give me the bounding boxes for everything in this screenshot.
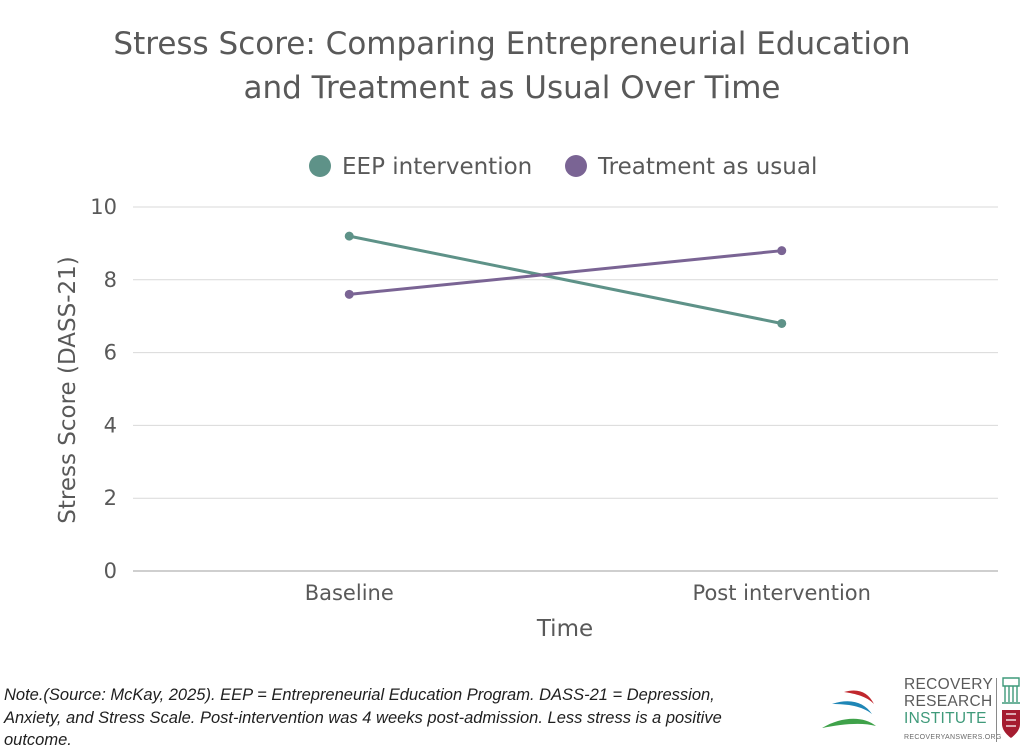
y-tick-label-0: 0 <box>104 559 117 583</box>
x-axis-title: Time <box>536 616 593 642</box>
series-1-point-1 <box>777 246 787 256</box>
recovery-research-institute-logo: RECOVERY RESEARCH INSTITUTE RECOVERYANSW… <box>822 676 1022 746</box>
series-line-1 <box>349 249 782 296</box>
series-1-point-0 <box>344 289 354 299</box>
legend: EEP intervention Treatment as usual <box>309 154 817 180</box>
y-tick-label-8: 8 <box>104 268 117 292</box>
series-lines <box>344 231 787 328</box>
legend-label-0: EEP intervention <box>342 154 532 180</box>
series-0-point-0 <box>344 231 354 241</box>
y-axis-title: Stress Score (DASS-21) <box>55 256 81 523</box>
series-0-point-1 <box>777 318 787 328</box>
x-axis-ticks: Baseline Post intervention <box>305 581 871 605</box>
series-line-0 <box>348 234 783 325</box>
logo-line-institute: INSTITUTE <box>904 710 987 727</box>
line-chart: 0 2 4 6 8 10 Baseline Post intervention EEP in… <box>55 154 998 642</box>
legend-marker-0 <box>309 155 331 177</box>
y-tick-label-6: 6 <box>104 341 117 365</box>
source-note: Note.(Source: McKay, 2025). EEP = Entrep… <box>4 686 722 749</box>
chart-title-line-1: Stress Score: Comparing Entrepreneurial … <box>113 26 911 62</box>
y-axis-ticks: 0 2 4 6 8 10 <box>90 195 117 583</box>
y-tick-label-10: 10 <box>90 195 117 219</box>
x-tick-label-1: Post intervention <box>693 581 871 605</box>
harvard-shield-icon <box>1002 677 1020 738</box>
logo-line-recovery: RECOVERY <box>904 676 994 693</box>
x-tick-label-0: Baseline <box>305 581 394 605</box>
legend-marker-1 <box>565 155 587 177</box>
gridlines <box>133 206 998 572</box>
chart-title-line-2: and Treatment as Usual Over Time <box>243 70 781 106</box>
y-tick-label-4: 4 <box>104 413 117 437</box>
logo-line-research: RESEARCH <box>904 693 993 710</box>
y-tick-label-2: 2 <box>104 486 117 510</box>
wave-swoosh-icon <box>822 690 876 728</box>
logo-url: RECOVERYANSWERS.ORG <box>904 734 1002 741</box>
logo-wordmark: RECOVERY RESEARCH INSTITUTE <box>904 676 993 727</box>
legend-label-1: Treatment as usual <box>597 154 817 180</box>
chart-title: Stress Score: Comparing Entrepreneurial … <box>0 22 1024 110</box>
logo-divider <box>996 678 997 742</box>
